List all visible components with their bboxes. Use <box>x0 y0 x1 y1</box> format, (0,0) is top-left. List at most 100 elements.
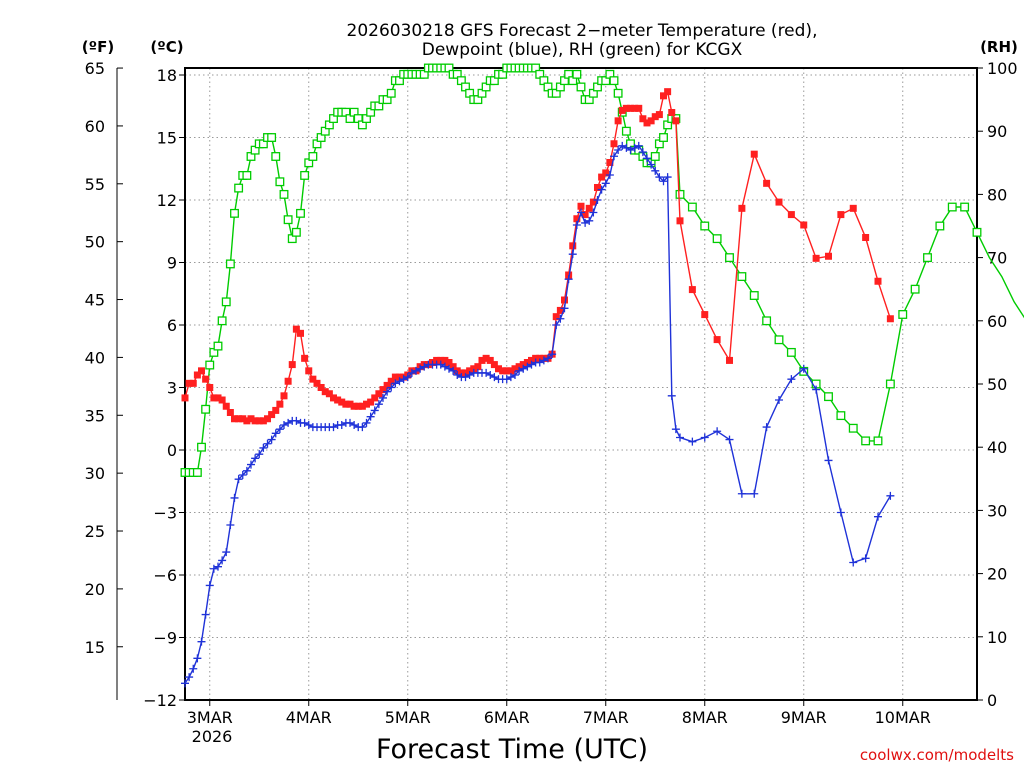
temperature-point <box>668 109 676 116</box>
temperature-point <box>354 402 362 410</box>
temperature-point <box>226 409 234 416</box>
temperature-point <box>462 369 469 377</box>
temperature-point <box>849 204 857 212</box>
temperature-point <box>701 311 709 319</box>
dewpoint-point <box>465 371 474 379</box>
rh-line <box>185 67 1024 474</box>
temperature-point <box>181 394 189 402</box>
dewpoint-point <box>506 373 515 382</box>
rh-tick-label: 100 <box>987 59 1018 78</box>
temperature-point <box>222 402 230 410</box>
rh-tick-label: 50 <box>987 375 1007 394</box>
rh-point <box>217 316 227 326</box>
dewpoint-point <box>205 581 214 590</box>
temperature-point <box>606 159 614 166</box>
dewpoint-point <box>799 364 808 373</box>
rh-point <box>613 88 623 98</box>
temperature-point <box>206 384 214 391</box>
dewpoint-point <box>271 429 280 438</box>
rh-point <box>609 76 619 86</box>
dewpoint-point <box>238 471 247 479</box>
rh-point <box>659 133 668 142</box>
dewpoint-point <box>643 154 651 163</box>
temperature-point <box>486 356 494 364</box>
dewpoint-point <box>589 208 598 217</box>
temperature-point <box>193 371 201 379</box>
dewpoint-point <box>284 418 293 427</box>
rh-point <box>947 202 957 212</box>
temperature-point <box>218 396 226 404</box>
dewpoint-line <box>184 144 892 684</box>
rh-point <box>762 316 772 326</box>
dewpoint-point <box>630 143 639 152</box>
temperature-point <box>602 169 610 177</box>
dewpoint-point <box>214 562 222 571</box>
rh-point <box>885 379 895 389</box>
celsius-tick-label: −12 <box>143 691 177 710</box>
temperature-point <box>202 375 210 383</box>
dewpoint-point <box>263 439 272 448</box>
fahrenheit-unit-label: (ºF) <box>82 38 114 56</box>
temperature-point <box>651 113 659 121</box>
rh-point <box>824 392 833 402</box>
rh-point <box>873 436 883 446</box>
celsius-tick-label: 6 <box>167 316 177 335</box>
fahrenheit-tick-label: 65 <box>85 59 105 78</box>
rh-point <box>972 227 982 237</box>
dewpoint-point <box>659 177 668 186</box>
rh-tick-label: 80 <box>987 185 1007 204</box>
temperature-point <box>569 242 577 250</box>
dewpoint-point <box>490 373 499 382</box>
dewpoint-point <box>874 512 882 521</box>
temperature-point <box>490 361 498 369</box>
temperature-point <box>536 354 544 362</box>
temperature-point <box>787 211 795 219</box>
temperature-point <box>622 104 630 112</box>
dewpoint-series <box>181 141 895 688</box>
temperature-point <box>342 400 350 408</box>
temperature-point <box>358 402 366 410</box>
rh-point <box>572 69 582 79</box>
dewpoint-point <box>185 673 194 682</box>
temperature-point <box>449 363 457 371</box>
plot-frame <box>184 67 978 701</box>
temperature-point <box>391 373 399 381</box>
dewpoint-point <box>676 433 684 442</box>
dewpoint-point <box>412 366 420 375</box>
temperature-point <box>507 367 515 375</box>
day-tick-label: 10MAR <box>875 708 931 727</box>
dewpoint-point <box>420 362 429 371</box>
dewpoint-point <box>453 371 462 379</box>
temperature-point <box>231 415 238 423</box>
rh-point <box>213 341 223 351</box>
temperature-point <box>812 254 820 262</box>
day-tick-label: 9MAR <box>781 708 827 727</box>
dewpoint-point <box>527 360 536 369</box>
dewpoint-point <box>300 418 309 427</box>
dewpoint-point <box>358 423 367 432</box>
dewpoint-point <box>560 304 569 313</box>
dewpoint-point <box>762 423 771 432</box>
temperature-point <box>713 336 721 344</box>
dewpoint-point <box>226 521 235 529</box>
dewpoint-point <box>548 350 557 359</box>
temperature-point <box>614 117 622 125</box>
temperature-point <box>338 398 346 406</box>
rh-tick-label: 40 <box>987 438 1007 457</box>
rh-point <box>275 177 285 187</box>
dewpoint-point <box>403 373 412 382</box>
rh-point <box>786 347 796 357</box>
temperature-point <box>330 394 337 402</box>
day-tick-label: 6MAR <box>484 708 530 727</box>
temperature-point <box>647 117 655 125</box>
dewpoint-point <box>366 412 375 421</box>
rh-point <box>737 272 747 282</box>
temperature-point <box>334 396 342 404</box>
temperature-point <box>305 367 313 375</box>
celsius-tick-label: 0 <box>167 441 177 460</box>
dewpoint-point <box>267 435 276 444</box>
rh-point <box>576 82 586 92</box>
dewpoint-point <box>737 489 746 498</box>
dewpoint-point <box>255 450 264 459</box>
dewpoint-point <box>552 321 561 329</box>
